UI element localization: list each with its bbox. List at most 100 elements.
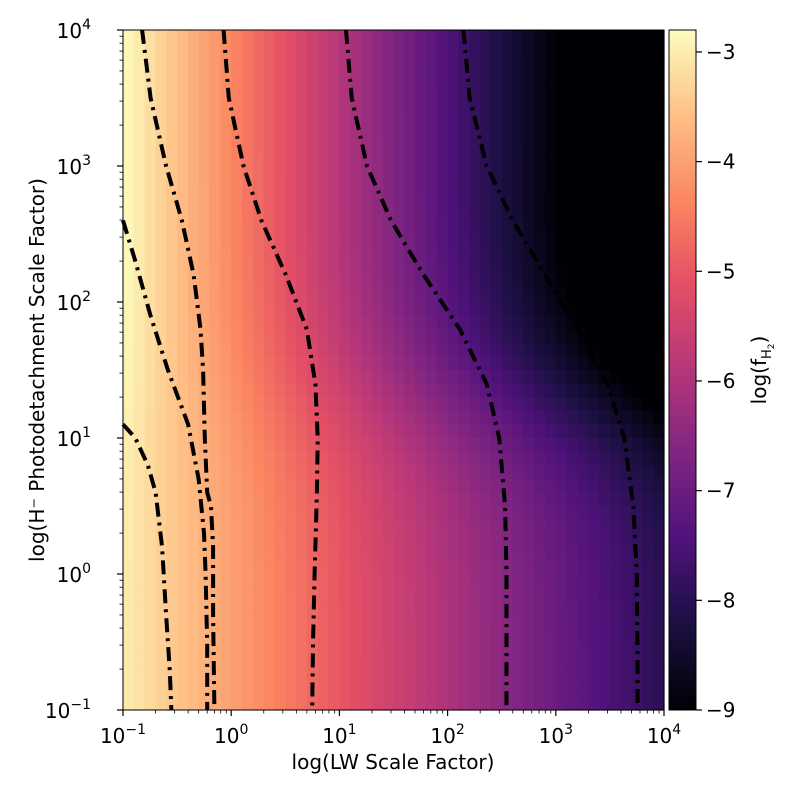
heatmap-cell [415,614,427,629]
heatmap-cell [566,166,579,181]
heatmap-cell [209,43,221,58]
heatmap-cell [209,560,221,575]
heatmap-cell [458,125,470,140]
heatmap-cell [296,70,308,85]
heatmap-cell [306,220,319,235]
heatmap-cell [523,628,535,643]
heatmap-cell [534,274,546,289]
heatmap-cell [187,533,200,548]
heatmap-cell [534,329,546,344]
heatmap-cell [458,560,470,575]
heatmap-cell [123,193,135,208]
heatmap-cell [144,125,157,140]
heatmap-cell [609,220,622,235]
heatmap-cell [588,30,600,45]
heatmap-cell [361,84,373,99]
heatmap-cell [588,601,600,616]
heatmap-cell [166,70,178,85]
heatmap-cell [599,220,611,235]
heatmap-cell [285,356,297,371]
heatmap-cell [231,506,243,521]
heatmap-cell [263,220,276,235]
heatmap-cell [653,410,665,425]
heatmap-cell [350,465,362,480]
heatmap-cell [123,451,135,466]
heatmap-cell [296,546,308,561]
heatmap-cell [231,492,243,507]
heatmap-cell [534,98,546,113]
heatmap-cell [642,179,654,194]
heatmap-cell [555,451,568,466]
heatmap-cell [404,30,416,45]
heatmap-cell [166,370,178,385]
heatmap-cell [328,138,340,153]
heatmap-cell [144,587,157,602]
heatmap-cell [534,546,546,561]
heatmap-cell [588,397,600,412]
heatmap-cell [177,587,189,602]
heatmap-cell [415,356,427,371]
heatmap-cell [296,152,308,167]
heatmap-cell [133,492,146,507]
heatmap-cell [501,315,514,330]
heatmap-cell [220,329,232,344]
heatmap-cell [447,356,460,371]
heatmap-cell [209,506,221,521]
heatmap-cell [220,533,232,548]
heatmap-cell [306,234,319,249]
heatmap-cell [555,356,568,371]
heatmap-cell [187,519,200,534]
heatmap-cell [642,492,654,507]
heatmap-cell [458,587,470,602]
heatmap-cell [566,125,579,140]
heatmap-cell [469,84,481,99]
heatmap-cell [231,370,243,385]
heatmap-cell [620,220,633,235]
heatmap-cell [469,410,481,425]
heatmap-cell [263,370,276,385]
heatmap-cell [501,57,514,72]
heatmap-cell [166,220,178,235]
heatmap-cell [566,492,579,507]
heatmap-cell [642,506,654,521]
heatmap-cell [263,451,276,466]
heatmap-cell [404,560,416,575]
heatmap-cell [620,138,633,153]
heatmap-cell [642,329,654,344]
heatmap-cell [415,696,427,711]
heatmap-cell [577,682,589,697]
heatmap-cell [458,682,470,697]
heatmap-cell [144,288,157,303]
heatmap-cell [415,111,427,126]
heatmap-cell [404,574,416,589]
heatmap-cell [534,70,546,85]
heatmap-cell [198,329,211,344]
heatmap-cell [242,57,254,72]
heatmap-cell [512,247,524,262]
heatmap-cell [382,614,395,629]
heatmap-cell [339,628,351,643]
heatmap-cell [306,383,319,398]
heatmap-cell [328,370,340,385]
heatmap-cell [447,574,460,589]
heatmap-cell [123,315,135,330]
heatmap-cell [371,288,384,303]
heatmap-cell [415,57,427,72]
heatmap-cell [133,315,146,330]
heatmap-cell [296,247,308,262]
heatmap-cell [609,601,622,616]
heatmap-cell [209,519,221,534]
heatmap-cell [252,356,265,371]
heatmap-cell [544,560,557,575]
heatmap-cell [436,261,449,276]
heatmap-cell [371,465,384,480]
heatmap-cell [166,261,178,276]
heatmap-cell [263,166,276,181]
heatmap-cell [242,669,254,684]
heatmap-cell [425,546,438,561]
heatmap-cell [523,70,535,85]
heatmap-cell [382,478,395,493]
heatmap-cell [296,696,308,711]
heatmap-cell [501,220,514,235]
heatmap-cell [242,138,254,153]
